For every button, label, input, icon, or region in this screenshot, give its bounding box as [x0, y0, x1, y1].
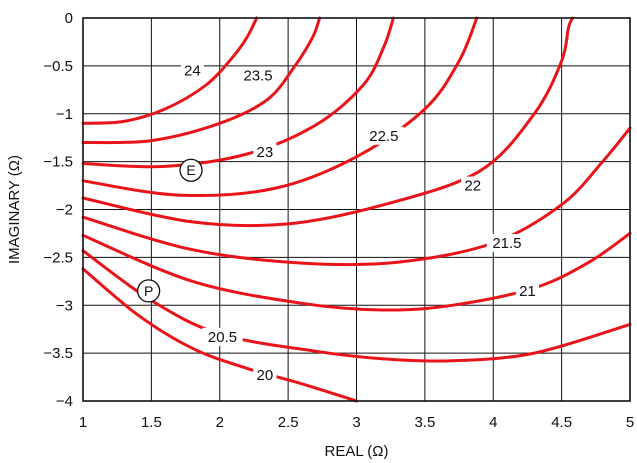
contour-line-22-5 [81, 16, 479, 198]
y-tick-labels: 0 −0.5 −1 −1.5 −2 −2.5 −3 −3.5 −4 [43, 10, 73, 410]
contour-line-20-5 [81, 249, 632, 363]
svg-text:22.5: 22.5 [369, 128, 398, 145]
x-tick-label: 4.5 [551, 414, 572, 431]
y-tick-label: −3 [56, 297, 73, 314]
contour-label-21: 21 [515, 281, 540, 300]
x-tick-labels: 1 1.5 2 2.5 3 3.5 4 4.5 5 [79, 414, 634, 431]
y-tick-label: −3.5 [43, 345, 73, 362]
contour-label-24: 24 [180, 61, 204, 80]
marker-p: P [136, 279, 161, 303]
svg-text:E: E [186, 162, 195, 178]
y-tick-label: −1 [56, 106, 73, 123]
y-tick-label: −4 [56, 393, 73, 410]
contour-label-20-5: 20.5 [202, 327, 243, 346]
y-tick-label: −0.5 [43, 58, 73, 75]
svg-text:23.5: 23.5 [243, 67, 272, 84]
contour-line-21-5 [81, 126, 632, 267]
marker-e: E [179, 158, 203, 182]
svg-text:22: 22 [464, 178, 481, 195]
x-tick-label: 3 [352, 414, 360, 431]
x-tick-label: 2.5 [278, 414, 299, 431]
contour-label-23: 23 [253, 143, 277, 162]
contour-line-24 [81, 16, 259, 125]
svg-text:21.5: 21.5 [492, 235, 521, 252]
contour-label-22-5: 22.5 [363, 126, 405, 145]
contour-line-20 [81, 267, 358, 403]
y-tick-label: 0 [65, 10, 73, 27]
x-tick-label: 1.5 [141, 414, 162, 431]
plot-frame [82, 17, 631, 402]
svg-text:24: 24 [184, 63, 201, 80]
svg-text:20: 20 [257, 367, 274, 384]
y-axis-label: IMAGINARY (Ω) [6, 155, 23, 264]
contour-line-23-5 [81, 16, 322, 145]
contour-line-22 [81, 16, 575, 228]
contour-label-21-5: 21.5 [486, 234, 528, 253]
point-markers: EP [136, 158, 203, 303]
y-tick-label: −1.5 [43, 154, 73, 171]
svg-text:23: 23 [257, 144, 274, 161]
x-tick-label: 5 [626, 414, 634, 431]
contour-label-20: 20 [253, 366, 277, 385]
y-tick-label: −2 [56, 202, 73, 219]
contour-curves [81, 16, 632, 403]
svg-text:P: P [144, 283, 153, 299]
contour-labels: 24 23.5 23 22.5 22 21.5 21 20.5 20 [180, 61, 540, 385]
contour-line-23 [81, 16, 395, 169]
svg-text:21: 21 [519, 283, 536, 300]
grid-lines [82, 17, 631, 402]
svg-text:20.5: 20.5 [208, 329, 237, 346]
x-tick-label: 2 [216, 414, 224, 431]
x-tick-label: 3.5 [414, 414, 435, 431]
contour-line-21 [81, 231, 632, 312]
y-tick-label: −2.5 [43, 249, 73, 266]
x-tick-label: 1 [79, 414, 87, 431]
x-tick-label: 4 [489, 414, 497, 431]
contour-label-22: 22 [461, 176, 485, 195]
contour-label-23-5: 23.5 [237, 66, 279, 85]
x-axis-label: REAL (Ω) [325, 443, 389, 460]
